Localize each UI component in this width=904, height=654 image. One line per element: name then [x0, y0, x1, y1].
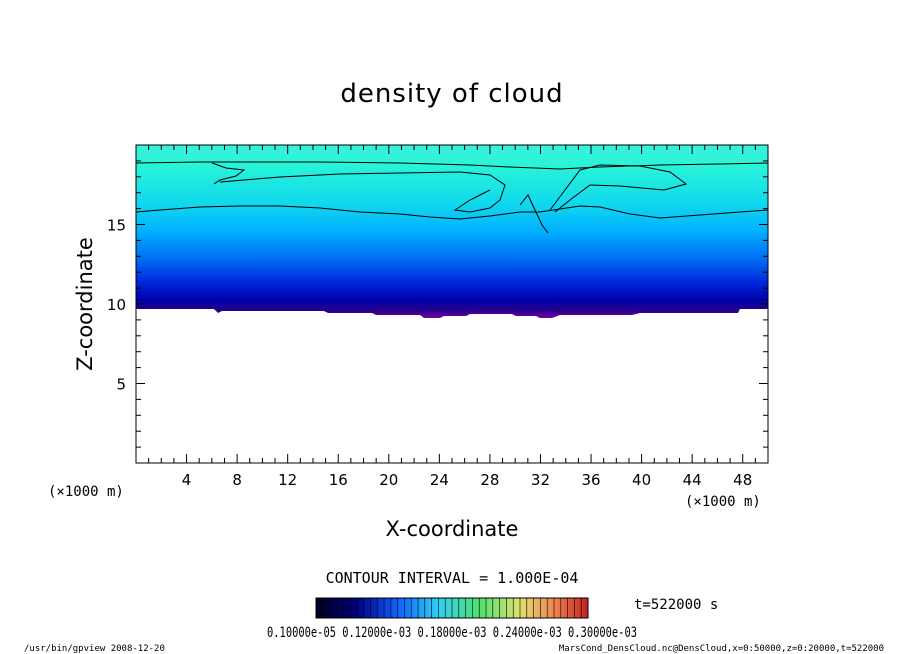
x-tick-label: 8 [232, 471, 242, 489]
x-tick-label: 16 [329, 471, 348, 489]
footer-left: /usr/bin/gpview 2008-12-20 [24, 644, 165, 654]
x-tick-label: 12 [278, 471, 297, 489]
y-tick-label: 10 [107, 296, 126, 314]
x-unit-left: (×1000 m) [48, 484, 124, 500]
x-unit-right: (×1000 m) [685, 494, 761, 510]
y-tick-label: 5 [116, 376, 126, 394]
contour-line [211, 162, 246, 185]
colorbar-ticks [322, 598, 582, 618]
y-tick-label: 15 [107, 217, 126, 235]
x-tick-label: 20 [379, 471, 398, 489]
cloud-field [136, 145, 768, 318]
x-tick-label: 28 [480, 471, 499, 489]
contour-lines [136, 161, 768, 234]
plot-area [136, 145, 768, 318]
contour-line [219, 171, 506, 213]
y-axis-label: Z-coordinate [73, 237, 97, 371]
colorbar-labels: 0.10000e-05 0.12000e-03 0.18000e-03 0.24… [267, 625, 637, 641]
x-tick-label: 40 [632, 471, 651, 489]
footer-right: MarsCond_DensCloud.nc@DensCloud,x=0:5000… [559, 644, 884, 654]
chart-title: density of cloud [340, 79, 563, 109]
x-tick-label: 44 [683, 471, 702, 489]
y-ticks: 5 10 15 [107, 160, 768, 448]
contour-line [549, 164, 688, 213]
contour-line [136, 161, 768, 170]
contour-line [136, 205, 768, 220]
x-axis-label: X-coordinate [386, 517, 519, 541]
x-ticks: 4 8 12 16 20 24 28 32 36 40 44 48 [148, 145, 756, 489]
x-tick-label: 48 [733, 471, 752, 489]
x-tick-label: 4 [182, 471, 192, 489]
contour-line [519, 194, 549, 234]
x-tick-label: 24 [430, 471, 449, 489]
x-tick-label: 32 [531, 471, 550, 489]
time-label: t=522000 s [634, 597, 718, 613]
contour-interval: CONTOUR INTERVAL = 1.000E-04 [326, 569, 579, 587]
x-tick-label: 36 [581, 471, 600, 489]
